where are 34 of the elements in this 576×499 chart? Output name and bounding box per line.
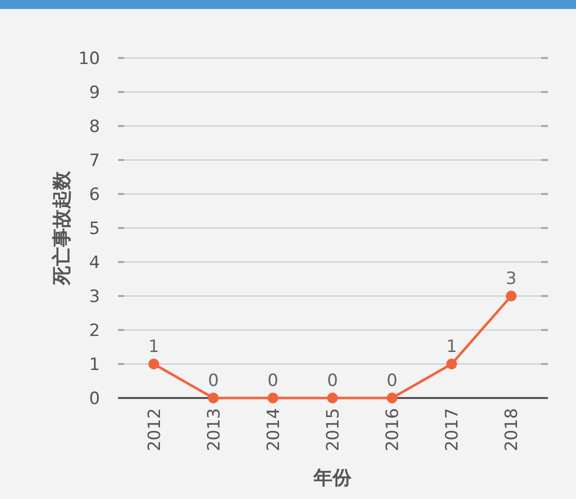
point bbox=[506, 290, 517, 302]
y-axis-title: 死亡事故起数 bbox=[51, 170, 73, 286]
data-label: 1 bbox=[446, 337, 458, 357]
y-tick-label: 7 bbox=[89, 150, 100, 171]
data-label: 3 bbox=[506, 269, 517, 289]
point bbox=[148, 358, 160, 370]
x-axis-title: 年份 bbox=[312, 467, 352, 489]
point bbox=[386, 392, 398, 404]
x-tick-label: 2015 bbox=[324, 408, 344, 452]
point bbox=[268, 392, 278, 404]
y-tick-label: 9 bbox=[89, 82, 100, 103]
y-tick-label: 6 bbox=[89, 184, 100, 205]
x-tick-label: 2017 bbox=[442, 408, 463, 452]
y-tick-label: 4 bbox=[89, 252, 100, 273]
x-tick-label: 2018 bbox=[502, 408, 522, 452]
point bbox=[446, 358, 457, 370]
x-tick-label: 2013 bbox=[204, 408, 224, 452]
y-tick-label: 2 bbox=[89, 320, 100, 341]
data-label: 0 bbox=[268, 371, 278, 391]
x-tick-label: 2012 bbox=[144, 408, 165, 452]
data-label: 1 bbox=[148, 337, 160, 357]
point bbox=[327, 392, 338, 404]
y-tick-label: 8 bbox=[89, 116, 100, 137]
y-tick-label: 1 bbox=[89, 354, 100, 375]
y-tick-label: 10 bbox=[78, 48, 100, 69]
point bbox=[208, 392, 219, 404]
data-label: 0 bbox=[208, 371, 219, 391]
x-tick-label: 2014 bbox=[264, 408, 284, 452]
y-tick-label: 3 bbox=[89, 286, 100, 307]
y-tick-label: 5 bbox=[89, 218, 100, 239]
y-tick-label: 0 bbox=[89, 388, 100, 409]
x-tick-label: 2016 bbox=[383, 408, 404, 452]
data-label: 0 bbox=[327, 371, 338, 391]
data-label: 0 bbox=[386, 371, 398, 391]
